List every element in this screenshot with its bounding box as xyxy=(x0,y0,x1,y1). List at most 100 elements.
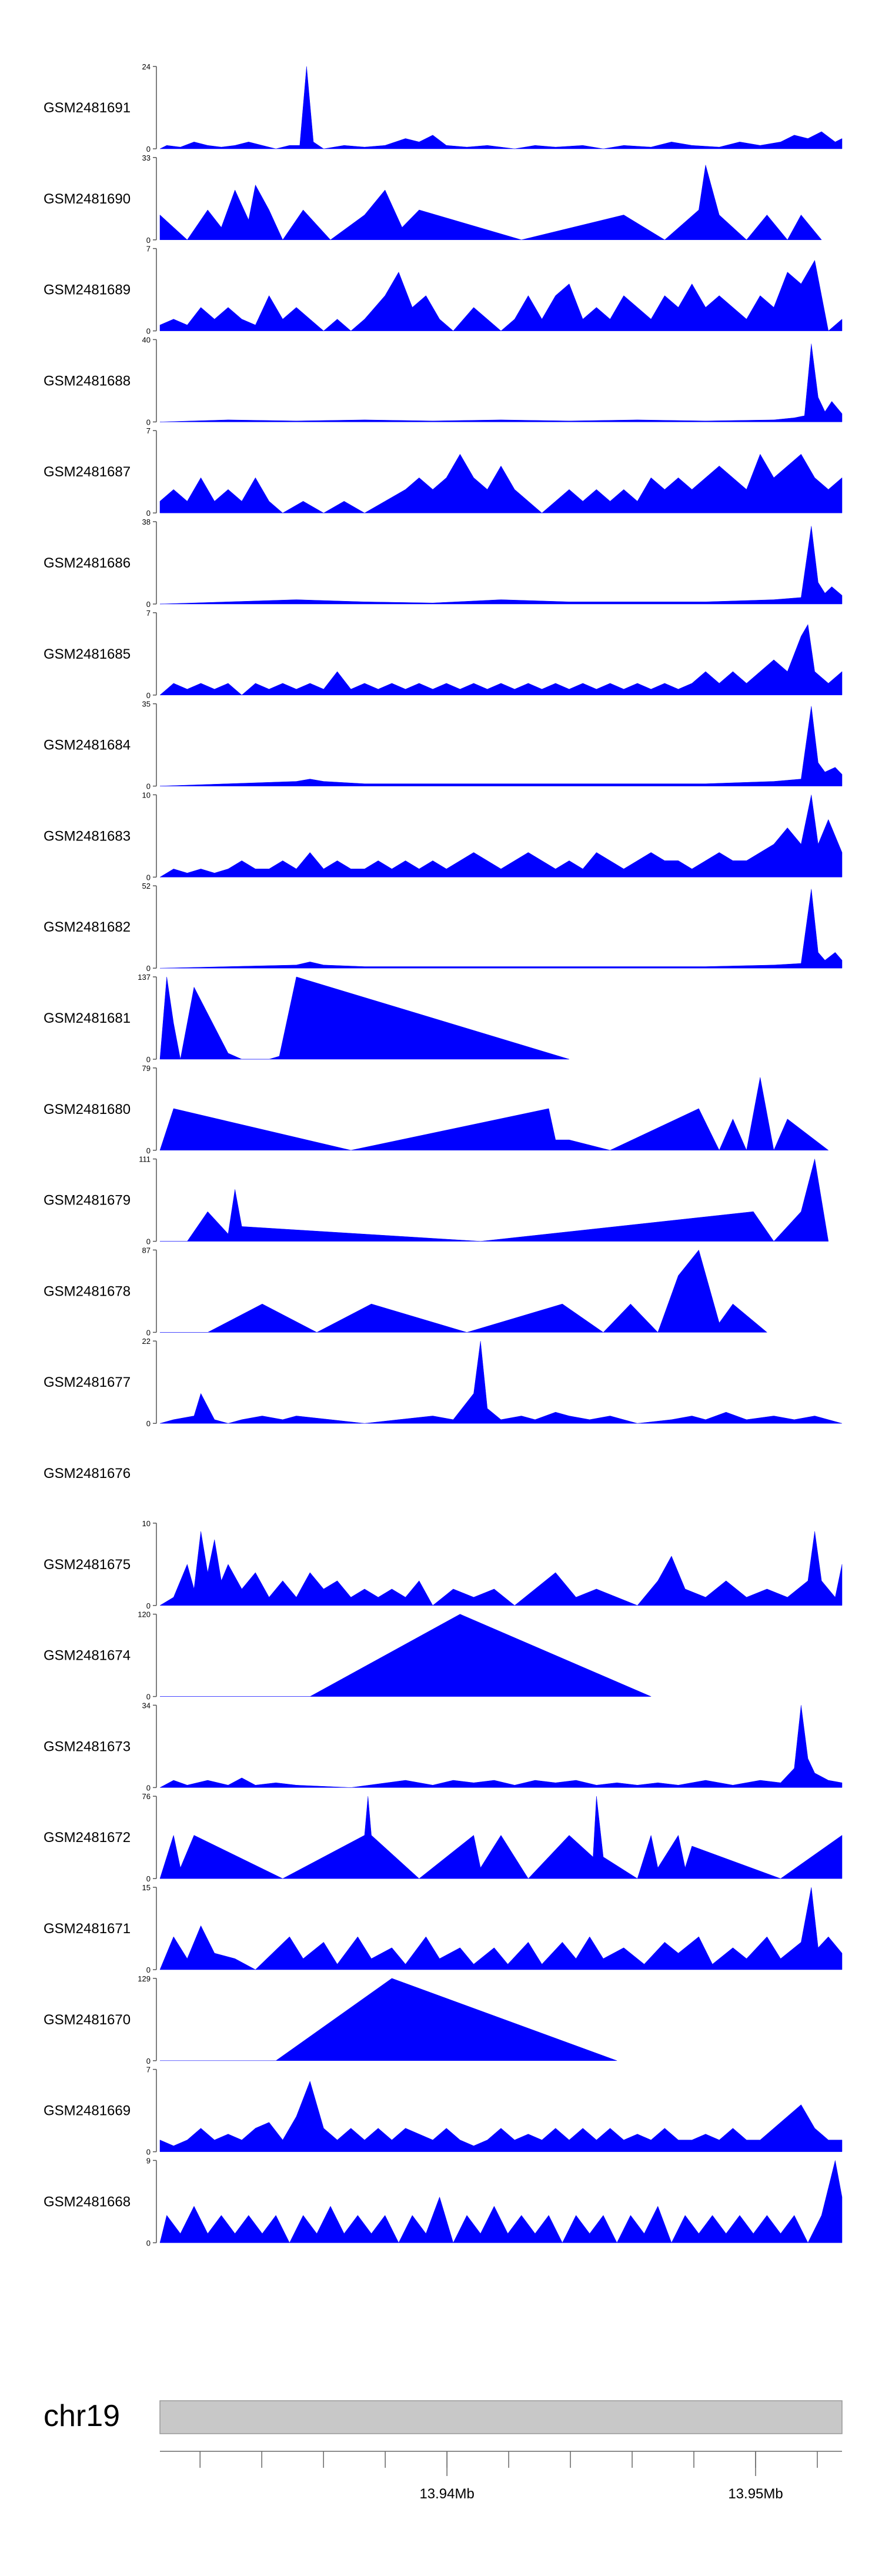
y-tick-label-max: 24 xyxy=(142,62,151,71)
y-tick-label-max: 22 xyxy=(142,1337,151,1346)
track-label: GSM2481688 xyxy=(44,373,131,389)
y-tick-label-zero: 0 xyxy=(146,1328,151,1337)
coverage-area xyxy=(159,2160,843,2244)
track-label: GSM2481684 xyxy=(44,738,131,753)
y-tick-label-max: 7 xyxy=(146,245,151,253)
coverage-area xyxy=(159,1887,843,1970)
track-GSM2481670: GSM2481670 129 0 xyxy=(44,1974,617,2066)
coverage-area xyxy=(160,1159,829,1242)
coverage-area xyxy=(159,343,843,422)
track-label: GSM2481681 xyxy=(44,1010,131,1026)
y-tick-label-max: 52 xyxy=(142,882,151,890)
y-tick-label-zero: 0 xyxy=(146,327,151,336)
genome-axis-tick-label: 13.95Mb xyxy=(728,2486,783,2502)
track-label: GSM2481685 xyxy=(44,646,131,662)
track-label: GSM2481689 xyxy=(44,282,131,298)
y-tick-label-zero: 0 xyxy=(146,1055,151,1064)
y-tick-label-max: 33 xyxy=(142,154,151,162)
chromosome-band xyxy=(159,2400,843,2434)
track-GSM2481685: GSM2481685 7 0 xyxy=(44,609,843,700)
y-tick-label-zero: 0 xyxy=(146,691,151,700)
track-GSM2481676: GSM2481676 xyxy=(44,1466,131,1481)
coverage-area xyxy=(159,1531,843,1606)
track-GSM2481679: GSM2481679 111 0 xyxy=(44,1155,829,1246)
y-tick-label-max: 111 xyxy=(139,1155,151,1164)
coverage-area xyxy=(159,2080,843,2152)
y-tick-label-zero: 0 xyxy=(146,236,151,245)
y-tick-label-zero: 0 xyxy=(146,964,151,973)
y-tick-label-zero: 0 xyxy=(146,1146,151,1155)
y-tick-label-max: 40 xyxy=(142,335,151,344)
y-tick-label-zero: 0 xyxy=(146,600,151,609)
track-label: GSM2481669 xyxy=(44,2103,131,2119)
track-GSM2481681: GSM2481681 137 0 xyxy=(44,973,570,1064)
track-label: GSM2481679 xyxy=(44,1193,131,1209)
track-label: GSM2481682 xyxy=(44,919,131,935)
track-GSM2481668: GSM2481668 9 0 xyxy=(44,2156,843,2247)
track-label: GSM2481677 xyxy=(44,1374,131,1390)
y-tick-label-zero: 0 xyxy=(146,2238,151,2247)
coverage-area xyxy=(159,1796,843,1879)
track-GSM2481682: GSM2481682 52 0 xyxy=(44,882,843,973)
coverage-area xyxy=(159,706,843,786)
y-tick-label-zero: 0 xyxy=(146,1601,151,1610)
track-label: GSM2481675 xyxy=(44,1557,131,1573)
track-GSM2481674: GSM2481674 120 0 xyxy=(44,1610,652,1701)
track-GSM2481673: GSM2481673 34 0 xyxy=(44,1701,843,1792)
track-GSM2481686: GSM2481686 38 0 xyxy=(44,518,843,609)
coverage-area xyxy=(159,889,843,969)
track-GSM2481672: GSM2481672 76 0 xyxy=(44,1792,843,1883)
track-label: GSM2481683 xyxy=(44,828,131,844)
y-tick-label-zero: 0 xyxy=(146,1419,151,1428)
coverage-area xyxy=(159,976,570,1060)
y-tick-label-zero: 0 xyxy=(146,1237,151,1246)
y-tick-label-zero: 0 xyxy=(146,1874,151,1883)
track-GSM2481671: GSM2481671 15 0 xyxy=(44,1883,843,1974)
track-GSM2481688: GSM2481688 40 0 xyxy=(44,335,843,426)
track-label: GSM2481671 xyxy=(44,1921,131,1937)
coverage-area xyxy=(159,526,843,605)
track-label: GSM2481668 xyxy=(44,2194,131,2210)
y-tick-label-max: 10 xyxy=(142,1519,151,1528)
track-label: GSM2481676 xyxy=(44,1466,131,1481)
coverage-area xyxy=(160,1614,652,1697)
coverage-area xyxy=(159,259,843,332)
coverage-area xyxy=(159,1705,843,1788)
track-GSM2481677: GSM2481677 22 0 xyxy=(44,1337,843,1428)
y-tick-label-max: 34 xyxy=(142,1701,151,1710)
genome-axis-tick-label: 13.94Mb xyxy=(419,2486,474,2502)
data-tracks: GSM2481691240GSM2481690330GSM248168970GS… xyxy=(44,62,843,2247)
y-tick-label-max: 10 xyxy=(142,790,151,799)
track-label: GSM2481691 xyxy=(44,100,131,116)
y-tick-label-max: 7 xyxy=(146,2066,151,2074)
track-GSM2481687: GSM2481687 7 0 xyxy=(44,426,843,518)
track-GSM2481684: GSM2481684 35 0 xyxy=(44,700,843,791)
track-label: GSM2481674 xyxy=(44,1648,131,1664)
y-tick-label-zero: 0 xyxy=(146,2148,151,2157)
y-tick-label-max: 137 xyxy=(138,973,151,982)
y-tick-label-zero: 0 xyxy=(146,145,151,154)
track-label: GSM2481686 xyxy=(44,555,131,571)
y-tick-label-max: 79 xyxy=(142,1064,151,1073)
coverage-area xyxy=(159,165,822,241)
coverage-area xyxy=(160,1978,617,2061)
y-tick-label-zero: 0 xyxy=(146,1966,151,1974)
coverage-area xyxy=(160,1249,768,1333)
y-tick-label-max: 76 xyxy=(142,1792,151,1801)
track-GSM2481683: GSM2481683 10 0 xyxy=(44,790,843,882)
y-tick-label-max: 9 xyxy=(146,2156,151,2165)
coverage-area xyxy=(159,1077,829,1151)
track-label: GSM2481690 xyxy=(44,191,131,207)
y-tick-label-zero: 0 xyxy=(146,873,151,882)
track-label: GSM2481670 xyxy=(44,2012,131,2028)
track-GSM2481691: GSM2481691 24 0 xyxy=(44,62,843,154)
coverage-area xyxy=(159,66,843,149)
track-GSM2481680: GSM2481680 79 0 xyxy=(44,1064,829,1155)
track-label: GSM2481673 xyxy=(44,1739,131,1754)
track-label: GSM2481672 xyxy=(44,1830,131,1846)
track-GSM2481669: GSM2481669 7 0 xyxy=(44,2066,843,2157)
chromosome-label: chr19 xyxy=(44,2399,120,2433)
track-label: GSM2481678 xyxy=(44,1283,131,1299)
y-tick-label-max: 15 xyxy=(142,1883,151,1892)
